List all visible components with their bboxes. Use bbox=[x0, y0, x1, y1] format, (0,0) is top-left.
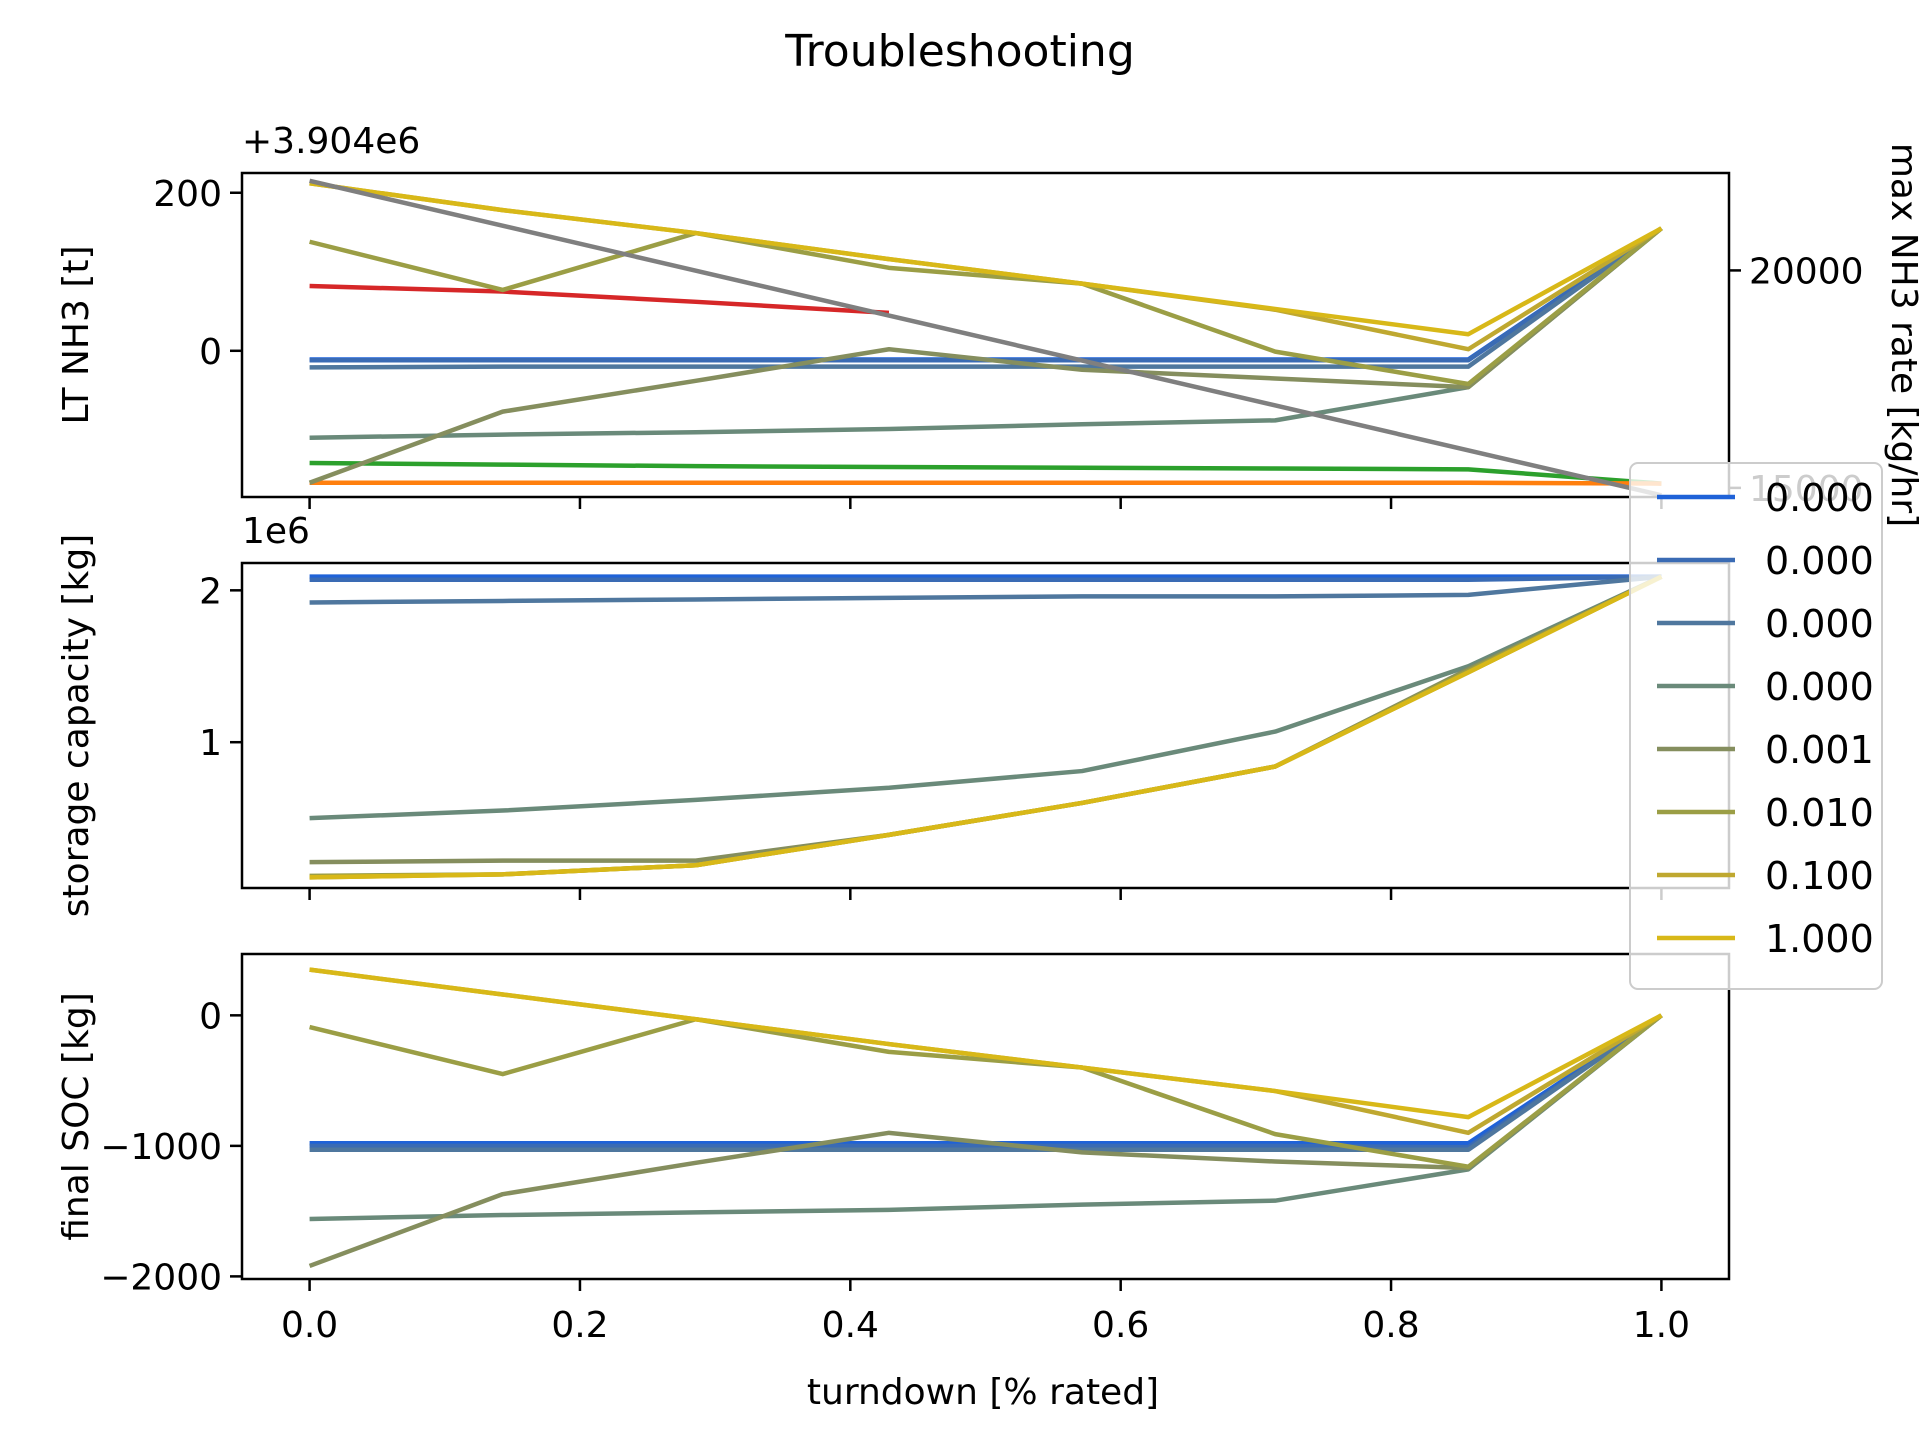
series-line-1 bbox=[309, 574, 1662, 582]
series-line-1 bbox=[309, 460, 1662, 486]
series-line-7 bbox=[309, 967, 1663, 1120]
series-line-6 bbox=[309, 574, 1663, 880]
axes-frame bbox=[240, 952, 1731, 1281]
series-line-5 bbox=[309, 226, 1663, 370]
series-line-4 bbox=[308, 1013, 1663, 1269]
legend-label: 1.000 bbox=[1765, 917, 1874, 961]
axis-offset-text: +3.904e6 bbox=[242, 121, 420, 162]
x-axis-label: turndown [% rated] bbox=[807, 1372, 1159, 1413]
y-axis-label: storage capacity [kg] bbox=[56, 534, 97, 917]
legend-label: 0.010 bbox=[1765, 791, 1874, 835]
y-axis-label: final SOC [kg] bbox=[56, 992, 97, 1241]
series-line-8 bbox=[309, 226, 1663, 387]
x-tick-label: 1.0 bbox=[1633, 1305, 1690, 1346]
axes-frame bbox=[240, 171, 1731, 499]
series-line-10 bbox=[309, 181, 1663, 337]
legend-label: 0.000 bbox=[1765, 476, 1874, 520]
series-line-7 bbox=[308, 226, 1663, 485]
right-y-axis-label: max NH3 rate [kg/hr] bbox=[1883, 143, 1920, 527]
series-line-2 bbox=[309, 1013, 1663, 1153]
right-y-tick-label: 20000 bbox=[1749, 251, 1864, 292]
series-line-6 bbox=[309, 226, 1663, 440]
y-axis-label: LT NH3 [t] bbox=[56, 245, 97, 424]
x-tick-label: 0.6 bbox=[1092, 1305, 1149, 1346]
series-line-0 bbox=[309, 1013, 1663, 1146]
series-line-2 bbox=[309, 480, 1662, 486]
series-group bbox=[309, 574, 1663, 880]
x-tick-label: 0.8 bbox=[1362, 1305, 1419, 1346]
final-soc-panel: 0.0 0.2 0.4 0.6 0.8 1.0 −2000 −1000 0 final SOC [… bbox=[56, 952, 1731, 1346]
series-line-5 bbox=[309, 1013, 1663, 1170]
series-group bbox=[308, 967, 1663, 1269]
y-tick-label: 200 bbox=[153, 174, 222, 215]
x-tick-label: 0.4 bbox=[822, 1305, 879, 1346]
x-tick-label: 0.2 bbox=[551, 1305, 608, 1346]
series-line-5 bbox=[309, 574, 1663, 879]
legend-label: 0.000 bbox=[1765, 539, 1874, 583]
series-line-2 bbox=[309, 574, 1662, 605]
axes-frame bbox=[240, 561, 1731, 890]
series-line-0 bbox=[309, 283, 890, 316]
x-tick-label: 0.0 bbox=[281, 1305, 338, 1346]
y-tick-label: 0 bbox=[199, 996, 222, 1037]
y-tick-label: −1000 bbox=[100, 1127, 222, 1168]
series-line-7 bbox=[309, 574, 1663, 880]
y-tick-label: 0 bbox=[199, 332, 222, 373]
series-line-3 bbox=[309, 574, 1663, 821]
axis-offset-text: 1e6 bbox=[242, 511, 310, 552]
series-line-9 bbox=[309, 181, 1663, 352]
legend: 0.000 0.000 0.000 0.000 0.001 0.010 0.100 1.000 bbox=[1629, 462, 1883, 990]
series-line-3 bbox=[309, 1013, 1663, 1222]
y-tick-label: 1 bbox=[199, 723, 222, 764]
y-tick-label: 2 bbox=[199, 571, 222, 612]
storage-capacity-panel: 1 2 storage capacity [kg] 1e6 bbox=[56, 511, 1731, 917]
legend-label: 0.100 bbox=[1765, 854, 1874, 898]
legend-label: 0.000 bbox=[1765, 665, 1874, 709]
y-tick-label: −2000 bbox=[100, 1257, 222, 1298]
series-line-1 bbox=[309, 1013, 1663, 1150]
legend-label: 0.001 bbox=[1765, 728, 1874, 772]
legend-box bbox=[1629, 462, 1883, 990]
right-axis-series-line-0 bbox=[309, 178, 1662, 497]
figure-title: Troubleshooting bbox=[784, 26, 1135, 77]
series-group bbox=[308, 178, 1663, 497]
legend-label: 0.000 bbox=[1765, 602, 1874, 646]
